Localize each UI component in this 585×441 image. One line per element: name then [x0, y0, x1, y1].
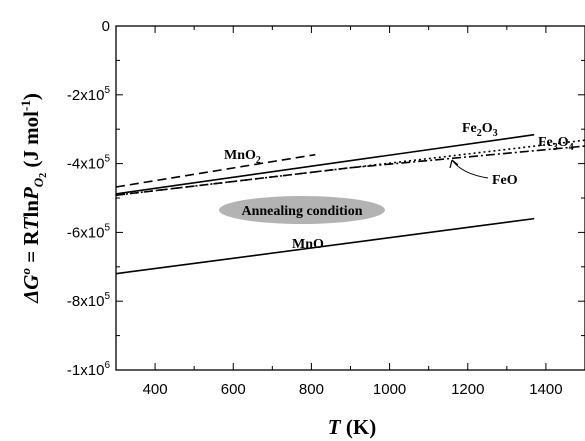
ticks — [115, 25, 585, 371]
label-fe3o4: Fe3O4 — [538, 135, 574, 153]
x-tick-label: 1000 — [373, 381, 406, 398]
x-tick-label: 600 — [221, 381, 246, 398]
y-tick-label: -4x105 — [67, 154, 111, 173]
feo-arrowhead — [449, 159, 459, 169]
tick-labels: 400 600 800 1000 1200 1400 0 -2x105 -4x105 -6x105… — [67, 18, 563, 398]
label-feo: FeO — [492, 173, 518, 188]
series — [115, 133, 585, 275]
x-tick-label: 1400 — [529, 381, 562, 398]
annealing-label: Annealing condition — [242, 204, 363, 219]
label-mno2: MnO2 — [224, 148, 261, 166]
y-tick-label: -1x106 — [67, 360, 111, 379]
annealing-ellipse — [219, 196, 385, 224]
series-line-feo-dashed — [115, 166, 351, 197]
y-tick-label: 0 — [102, 18, 110, 35]
x-axis-title: T (K) — [328, 415, 376, 439]
x-tick-label: 400 — [143, 381, 168, 398]
x-tick-label: 800 — [299, 381, 324, 398]
y-axis-title: ΔGo = RTlnPO2 (J mol-1) — [18, 93, 49, 304]
series-line-mno2 — [115, 153, 316, 188]
y-tick-label: -8x105 — [67, 291, 111, 310]
feo-arrow — [451, 159, 489, 179]
x-tick-label: 1200 — [451, 381, 484, 398]
y-tick-label: -2x105 — [67, 85, 111, 104]
series-line-feo — [350, 145, 585, 169]
label-fe2o3: Fe2O3 — [462, 121, 498, 139]
label-mno: MnO — [292, 237, 324, 252]
y-tick-label: -6x105 — [67, 222, 111, 241]
series-line-fe2o3 — [115, 133, 535, 195]
series-line-mno — [115, 217, 535, 275]
plot-frame — [115, 25, 585, 371]
